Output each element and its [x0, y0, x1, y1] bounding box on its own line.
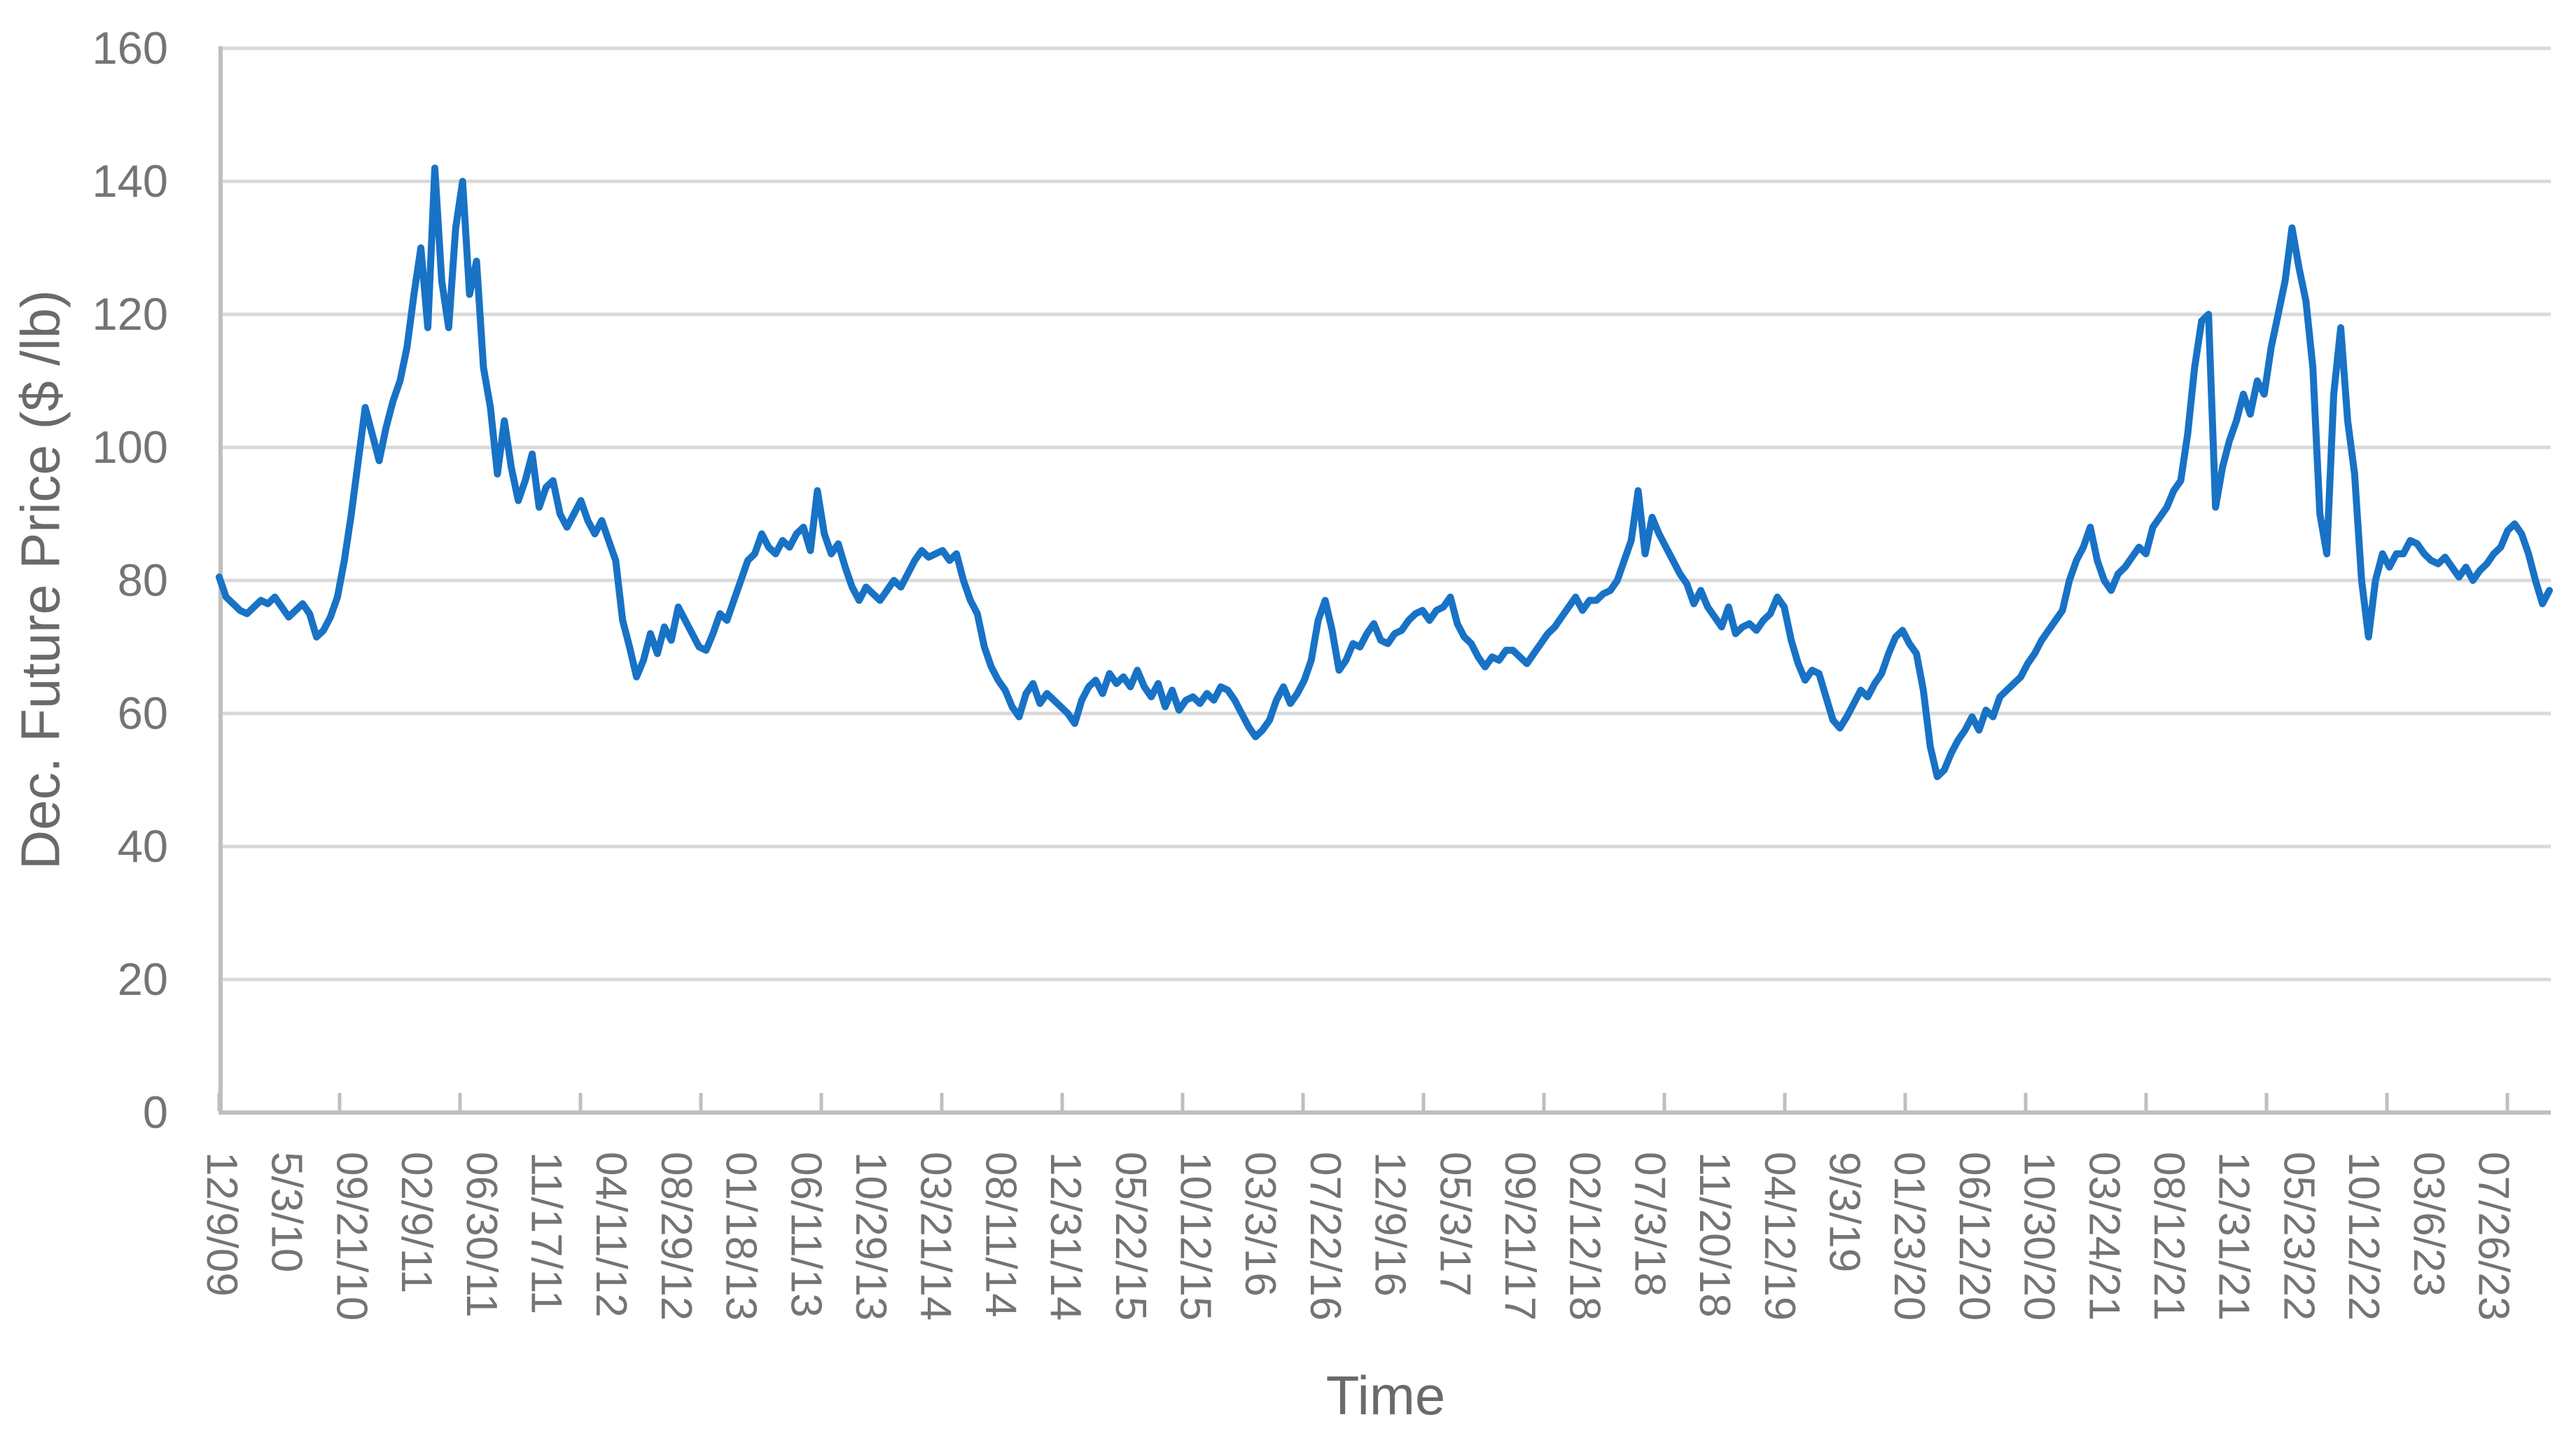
- y-tick-label: 20: [118, 954, 168, 1005]
- x-tick-label: 09/21/10: [327, 1152, 375, 1320]
- x-tick-label: 5/3/10: [263, 1152, 311, 1272]
- x-tick-label: 12/31/21: [2210, 1152, 2258, 1320]
- x-tick-label: 12/9/09: [197, 1152, 246, 1297]
- x-tick-label: 10/12/22: [2339, 1152, 2388, 1320]
- y-tick-label: 140: [92, 155, 168, 207]
- y-tick-label: 40: [118, 821, 168, 872]
- x-tick-label: 07/3/18: [1625, 1152, 1673, 1297]
- x-tick-label: 03/21/14: [912, 1152, 960, 1320]
- x-tick-label: 05/23/22: [2274, 1152, 2323, 1320]
- y-tick-label: 60: [118, 688, 168, 739]
- x-tick-label: 06/11/13: [781, 1152, 830, 1318]
- x-tick-label: 10/30/20: [2015, 1152, 2063, 1320]
- y-tick-label: 0: [143, 1087, 168, 1138]
- x-tick-label: 12/9/16: [1366, 1152, 1414, 1297]
- x-tick-label: 01/18/13: [717, 1152, 765, 1320]
- x-tick-label: 03/24/21: [2080, 1152, 2128, 1320]
- x-tick-label: 01/23/20: [1885, 1152, 1933, 1320]
- x-tick-label: 07/22/16: [1301, 1152, 1349, 1320]
- x-tick-label: 9/3/19: [1820, 1152, 1869, 1272]
- x-tick-label: 11/20/18: [1690, 1152, 1739, 1318]
- x-tick-label: 07/26/23: [2470, 1152, 2518, 1320]
- x-tick-label: 06/30/11: [457, 1152, 506, 1318]
- x-tick-label: 03/3/16: [1236, 1152, 1284, 1297]
- x-tick-label: 10/29/13: [847, 1152, 895, 1320]
- x-tick-label: 08/11/14: [976, 1152, 1024, 1318]
- x-tick-label: 04/11/12: [587, 1152, 635, 1318]
- x-tick-label: 05/3/17: [1430, 1152, 1479, 1297]
- x-tick-label: 02/9/11: [392, 1152, 440, 1293]
- x-tick-label: 06/12/20: [1950, 1152, 1998, 1320]
- y-axis-title: Dec. Future Price ($ /lb): [9, 290, 71, 870]
- y-tick-label: 80: [118, 555, 168, 606]
- x-tick-label: 05/22/15: [1106, 1152, 1155, 1320]
- y-tick-label: 160: [92, 22, 168, 74]
- x-tick-label: 08/12/21: [2145, 1152, 2193, 1320]
- x-axis-title: Time: [1325, 1365, 1446, 1426]
- y-tick-label: 100: [92, 421, 168, 473]
- x-tick-label: 11/17/11: [522, 1152, 571, 1314]
- price-line: [216, 165, 2553, 781]
- x-tick-label: 12/31/14: [1041, 1152, 1089, 1320]
- x-tick-label: 10/12/15: [1171, 1152, 1220, 1320]
- x-tick-label: 09/21/17: [1496, 1152, 1544, 1320]
- x-tick-label: 08/29/12: [652, 1152, 700, 1320]
- y-tick-label: 120: [92, 288, 168, 340]
- x-tick-label: 03/6/23: [2404, 1152, 2453, 1297]
- x-tick-label: 02/12/18: [1561, 1152, 1609, 1320]
- x-tick-label: 04/12/19: [1755, 1152, 1804, 1320]
